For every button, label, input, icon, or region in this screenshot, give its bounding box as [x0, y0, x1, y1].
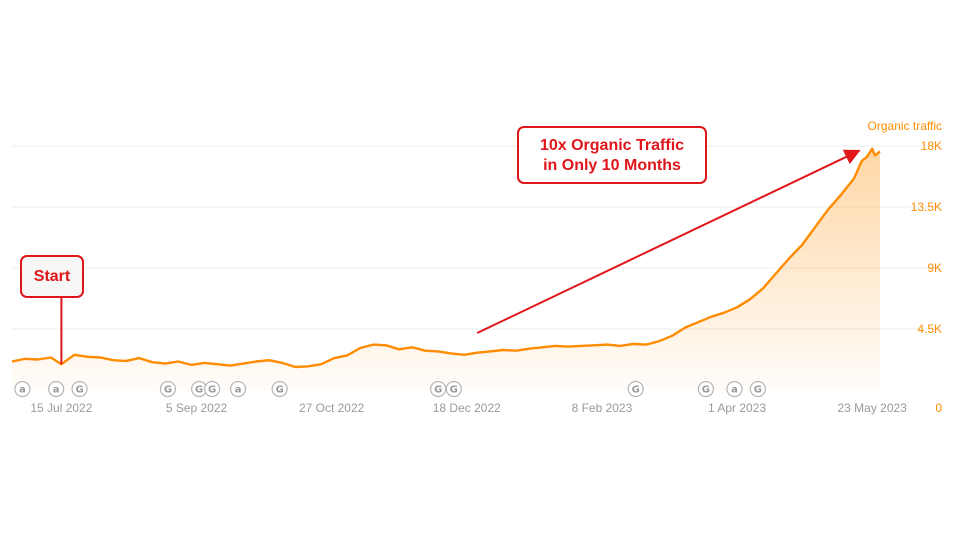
google-update-icon: G — [749, 380, 766, 398]
y-tick-label: 18K — [921, 139, 942, 153]
marker-circle — [14, 380, 31, 398]
marker-circle — [271, 380, 288, 398]
y-tick-label: 13.5K — [911, 200, 942, 214]
annotation-a-icon: a — [726, 380, 743, 398]
marker-symbol: a — [19, 385, 26, 396]
marker-symbol: a — [53, 385, 60, 396]
marker-symbol: G — [208, 385, 216, 396]
start-callout-box: Start — [20, 255, 84, 298]
x-tick-label: 15 Jul 2022 — [30, 401, 92, 415]
marker-symbol: G — [75, 385, 83, 396]
x-axis-ticks: 15 Jul 2022 5 Sep 2022 27 Oct 2022 18 Dec 2… — [30, 401, 907, 415]
x-tick-label: 27 Oct 2022 — [299, 401, 365, 415]
marker-circle — [71, 380, 88, 398]
y-axis-ticks: 0 4.5K 9K 13.5K 18K — [911, 139, 943, 415]
marker-symbol: G — [434, 385, 442, 396]
marker-circle — [749, 380, 766, 398]
marker-symbol: G — [195, 385, 203, 396]
marker-circle — [697, 380, 714, 398]
google-update-icon: G — [627, 380, 644, 398]
marker-symbol: a — [235, 385, 242, 396]
growth-callout-line1: 10x Organic Traffic — [539, 137, 685, 154]
marker-circle — [627, 380, 644, 398]
google-update-icon: G — [159, 380, 177, 398]
y-axis-series-label: Organic traffic — [868, 119, 942, 133]
y-tick-label: 0 — [935, 401, 942, 415]
growth-callout-line2: in Only 10 Months — [543, 157, 681, 174]
marker-circle — [229, 380, 247, 398]
google-update-icon: G — [430, 380, 447, 398]
annotation-a-icon: a — [229, 380, 247, 398]
start-callout-label: Start — [33, 268, 71, 285]
marker-symbol: G — [450, 385, 458, 396]
annotation-a-icon: a — [14, 380, 31, 398]
marker-symbol: G — [702, 385, 710, 396]
marker-symbol: a — [731, 385, 738, 396]
marker-circle — [204, 380, 221, 398]
series-line — [11, 147, 881, 369]
google-update-icon: G — [71, 380, 88, 398]
series-area — [12, 148, 880, 390]
google-update-icon: G — [697, 380, 714, 398]
google-update-icon: G — [271, 380, 288, 398]
google-update-icon: G — [445, 380, 462, 398]
y-tick-label: 9K — [927, 261, 942, 275]
x-tick-label: 5 Sep 2022 — [166, 401, 228, 415]
x-tick-label: 8 Feb 2023 — [572, 401, 633, 415]
marker-circle — [445, 380, 462, 398]
growth-callout-box: 10x Organic Traffic in Only 10 Months — [517, 126, 707, 184]
marker-circle — [159, 380, 177, 398]
y-tick-label: 4.5K — [917, 322, 942, 336]
marker-symbol: G — [754, 385, 762, 396]
growth-arrow — [476, 149, 861, 334]
marker-symbol: G — [632, 385, 640, 396]
x-tick-label: 23 May 2023 — [838, 401, 908, 415]
x-tick-label: 18 Dec 2022 — [433, 401, 501, 415]
annotation-a-icon: a — [48, 380, 65, 398]
x-tick-label: 1 Apr 2023 — [708, 401, 766, 415]
marker-circle — [48, 380, 65, 398]
marker-symbol: G — [164, 385, 172, 396]
marker-circle — [726, 380, 743, 398]
google-update-icon: G — [204, 380, 221, 398]
marker-symbol: G — [276, 385, 284, 396]
